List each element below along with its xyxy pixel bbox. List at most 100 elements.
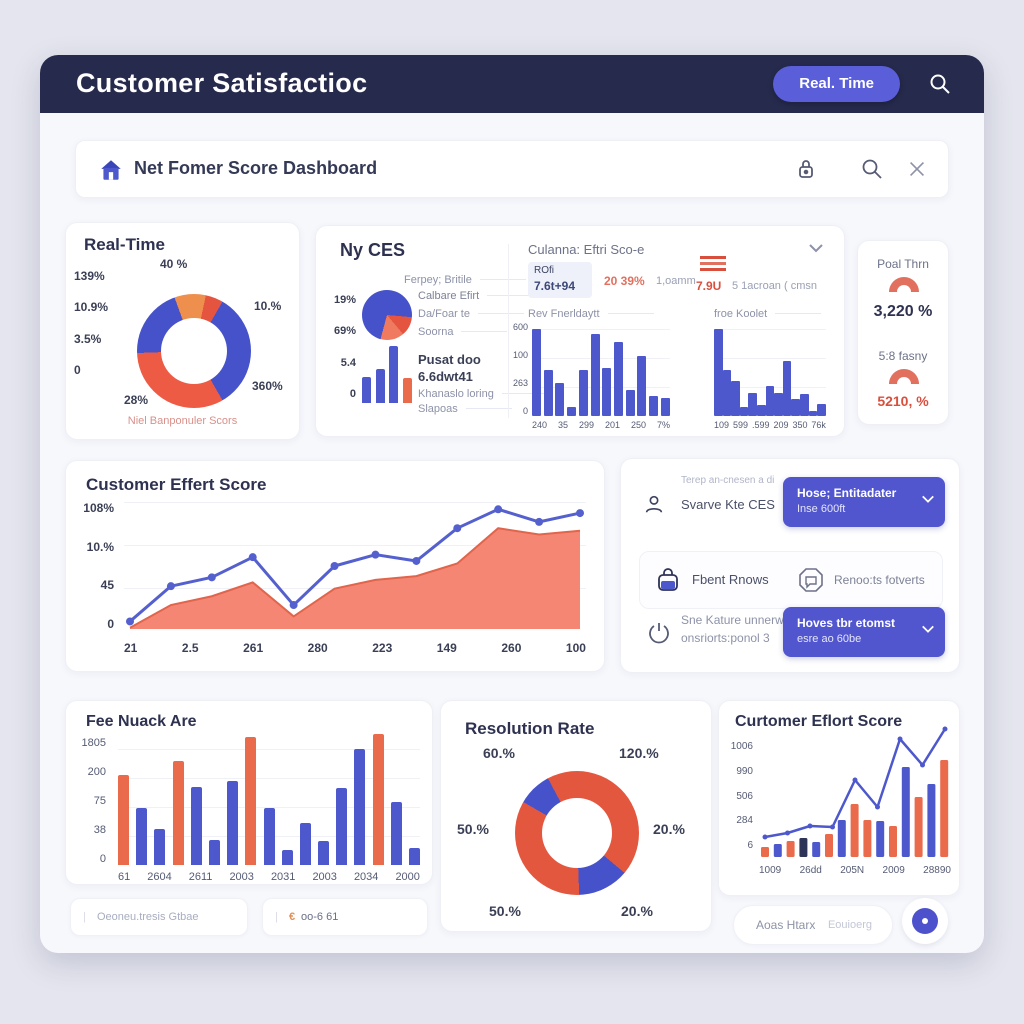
- bar: [800, 393, 809, 416]
- chevron-down-icon: [922, 495, 934, 503]
- donut-label: 120.%: [619, 745, 659, 761]
- card-title: Fee Nuack Are: [86, 713, 197, 730]
- feenuack-xaxis: 61 2604 2611 2003 2031 2003 2034 2000: [118, 871, 420, 883]
- bar: [172, 760, 184, 865]
- lock-icon[interactable]: [794, 157, 818, 181]
- card-title: Curtomer Eflort Score: [735, 713, 903, 730]
- axis-label: .599: [751, 420, 770, 430]
- chevron-down-icon[interactable]: [808, 242, 824, 254]
- bar: [390, 801, 402, 865]
- axis-label: 299: [578, 420, 595, 430]
- axis-label: 28890: [923, 865, 951, 876]
- bar: [731, 381, 740, 416]
- bar: [791, 399, 801, 416]
- rofi-badge: ROfi 7.6t+94: [528, 262, 592, 298]
- bar: [765, 385, 775, 416]
- power-icon: [649, 623, 669, 644]
- home-icon: [101, 160, 121, 180]
- card-title: Ny CES: [340, 240, 406, 260]
- footer-field-1[interactable]: | Oeoneu.tresis Gtbae: [70, 898, 248, 936]
- dropdown-button-2[interactable]: Hoves tbr etomst esre ao 60be: [783, 607, 945, 657]
- stat3-label: 5 1acroan ( cmsn: [732, 280, 817, 292]
- search-icon[interactable]: [860, 157, 884, 181]
- minichart1-xaxis: 240 35 299 201 250 7%: [532, 420, 670, 430]
- minichart2-title: froe Koolet: [714, 308, 821, 320]
- bar: [782, 360, 792, 416]
- app-window: Customer Satisfactioc Real. Time Net Fom…: [40, 55, 984, 953]
- blue-dot-icon: [912, 908, 938, 934]
- bar: [372, 734, 384, 865]
- bar: [318, 841, 330, 865]
- axis-label: 5.4: [340, 356, 356, 369]
- button-line1: Hose; Entitadater: [797, 486, 897, 500]
- card-title: Resolution Rate: [465, 719, 595, 738]
- dropdown-button-1[interactable]: Hose; Entitadater Inse 600ft: [783, 477, 945, 527]
- footer-action-button[interactable]: [902, 898, 948, 944]
- bar: [375, 368, 385, 403]
- stat-label: 5:8 fasny: [878, 349, 928, 363]
- feenuack-card: Fee Nuack Are 1805 200 75 38 0 61 2604 2611 200…: [65, 700, 433, 885]
- bar: [154, 829, 166, 865]
- axis-label: 2009: [882, 865, 905, 876]
- control-panel-card: Terep an-cnesen a di Svarve Kte CES Hose…: [620, 458, 960, 673]
- axis-label: 108%: [83, 501, 114, 515]
- app-title: Customer Satisfactioc: [76, 68, 368, 98]
- minichart2-bars: [714, 324, 826, 416]
- axis-label: 7%: [656, 420, 670, 430]
- axis-label: 21: [124, 641, 138, 655]
- bar: [245, 736, 257, 865]
- bar: [602, 368, 612, 416]
- minichart2-xaxis: 109 599.599 209 350 76k: [714, 420, 826, 430]
- axis-label: 2000: [395, 871, 420, 883]
- table-stripes-icon: [700, 256, 726, 273]
- axis-label: 0: [349, 387, 356, 400]
- stat2-value: 20 39%: [604, 274, 645, 288]
- minichart1-bars: [532, 324, 670, 416]
- bar: [190, 787, 202, 865]
- nyces-note-line: Khanaslo loring: [418, 388, 548, 400]
- axis-label: 76k: [811, 420, 826, 430]
- axis-label: 1805: [81, 737, 106, 749]
- axis-label: 0: [74, 362, 81, 377]
- axis-label: 100: [512, 350, 528, 360]
- feenuack-yaxis: 1805 200 75 38 0: [74, 737, 106, 865]
- bar: [555, 382, 565, 416]
- panel-row2-label2: Renoo:ts fotverts: [834, 573, 925, 587]
- axis-label: 35: [558, 420, 569, 430]
- footer-field-2[interactable]: | € oo-6 61: [262, 898, 428, 936]
- donut-right-top-label: 10.%: [254, 299, 282, 313]
- minichart1-title: Rev Fnerldaytt: [528, 308, 654, 320]
- real-time-button[interactable]: Real. Time: [773, 66, 900, 102]
- card-title: Customer Effert Score: [86, 475, 267, 494]
- button-line2: esre ao 60be: [797, 633, 862, 645]
- bar: [402, 377, 412, 403]
- stat1-label: ROfi: [534, 265, 554, 276]
- nyces-card: Ny CES Ferpey; Britile 19% 69% 5.4 0 Calbar…: [315, 225, 845, 437]
- bar: [625, 390, 635, 416]
- nyces-desc-line: Calbare Efirt: [418, 290, 533, 302]
- axis-label: 45: [100, 578, 114, 593]
- stat1-value: 7.6t+94: [534, 279, 576, 293]
- stat-value: 5210, %: [877, 393, 929, 409]
- axis-label: 38: [93, 824, 106, 836]
- bar: [136, 808, 148, 865]
- bar: [299, 822, 311, 865]
- close-icon[interactable]: [906, 158, 928, 180]
- donut-label: 20.%: [653, 821, 685, 837]
- bar: [757, 404, 766, 416]
- nyces-axis: 19% 69% 5.4 0: [330, 294, 356, 400]
- field-divider: |: [275, 911, 278, 923]
- panel-row1-label: Svarve Kte CES: [681, 497, 775, 512]
- donut-top-label: 40 %: [160, 257, 188, 271]
- search-icon[interactable]: [928, 72, 952, 96]
- ces-main-xaxis: 21 2.5 261 280 223 149 260 100: [124, 641, 586, 655]
- realtime-donut-chart: [137, 294, 251, 408]
- donut-bottom-label: 28%: [124, 393, 149, 407]
- field-text: oo-6 61: [301, 911, 339, 923]
- axis-label: 209: [773, 420, 789, 430]
- footer-pill[interactable]: Aoas Htarx Eouioerg: [733, 905, 893, 945]
- axis-label: 600: [512, 322, 528, 332]
- panel-row2[interactable]: Fbent Rnows Renoo:ts fotverts: [639, 551, 943, 609]
- bar: [722, 370, 732, 416]
- inner-dot: [922, 918, 928, 924]
